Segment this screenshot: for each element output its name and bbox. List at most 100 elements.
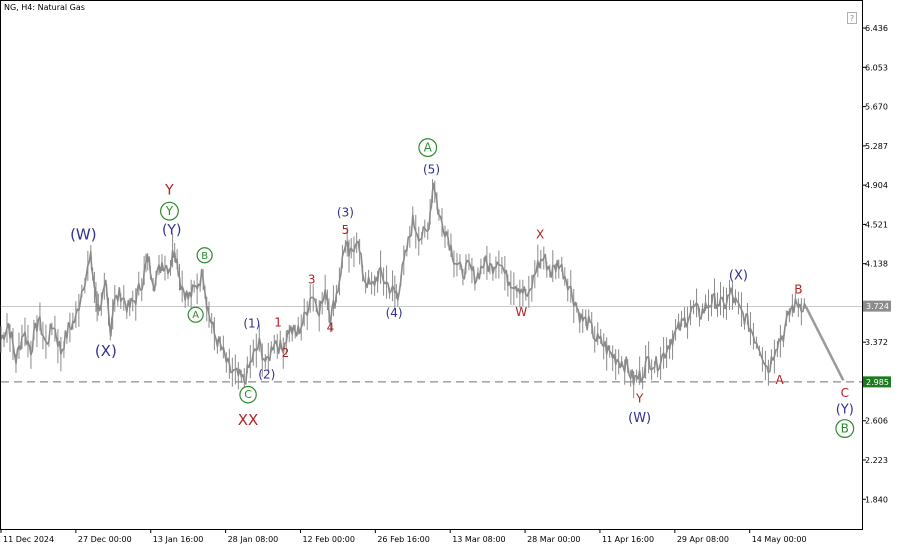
x-axis: 11 Dec 2024 27 Dec 00:00 13 Jan 16:00 28 Ja… — [0, 529, 807, 544]
price-markers: 3.724 2.985 — [863, 300, 891, 388]
wave-label: Y — [635, 391, 644, 405]
wave-circle — [196, 247, 213, 264]
wave-label-text: (Y) — [836, 403, 854, 418]
wave-label-text: W — [515, 305, 527, 319]
wave-label-text: Y — [164, 183, 174, 199]
projection-layer — [804, 305, 845, 381]
wave-label-text: (1) — [243, 316, 260, 330]
wave-label-text: Y — [165, 204, 174, 218]
y-axis: 6.436 6.053 5.670 5.287 4.904 4.521 4.138 3.372… — [862, 24, 888, 504]
y-tick-label: 2.223 — [865, 456, 888, 465]
wave-label-text: 2 — [282, 346, 290, 360]
wave-label: B — [835, 419, 855, 438]
wave-label-text: 3 — [308, 272, 316, 286]
wave-label: (X) — [95, 342, 117, 360]
x-tick-label: 14 May 00:00 — [752, 535, 807, 544]
wave-label: 4 — [327, 321, 335, 335]
wave-label: A — [776, 373, 785, 387]
wave-label: 1 — [274, 315, 282, 329]
x-tick-label: 27 Dec 00:00 — [78, 535, 132, 544]
wave-circle — [835, 419, 855, 438]
wave-label-text: (W) — [70, 225, 97, 243]
wave-circle — [418, 138, 438, 158]
wave-label: W — [515, 305, 527, 319]
current-price-marker-label: 3.724 — [866, 302, 889, 311]
wave-label: XX — [238, 411, 259, 429]
wave-circle — [239, 385, 257, 404]
wave-label-text: (2) — [258, 368, 275, 382]
y-tick-label: 5.670 — [865, 103, 888, 112]
wave-label-text: B — [794, 283, 802, 297]
wave-label-text: Y — [635, 391, 644, 405]
x-tick-label: 12 Feb 00:00 — [302, 535, 354, 544]
wave-label-text: (W) — [628, 411, 651, 426]
wave-label: (2) — [258, 368, 275, 382]
plot-frame — [0, 0, 863, 530]
wave-label-text: A — [192, 310, 199, 321]
wave-label-text: B — [841, 422, 849, 436]
wave-circle — [187, 306, 204, 323]
price-series — [0, 179, 807, 399]
wave-label-text: XX — [238, 411, 259, 429]
x-tick-label: 13 Mar 08:00 — [452, 535, 505, 544]
y-tick-label: 3.372 — [865, 338, 888, 347]
price-line — [0, 182, 807, 386]
wave-label-text: (3) — [337, 206, 354, 220]
wave-label: (W) — [628, 411, 651, 426]
y-tick-label: 1.840 — [865, 495, 888, 504]
wave-label: Y — [164, 183, 174, 199]
y-tick-label: 6.436 — [865, 24, 888, 33]
reference-lines — [1, 306, 862, 383]
wave-labels: (W)(X)YY(Y)BA(1) 12(2)CXX34(3)5(4)A(5)XWY… — [70, 138, 855, 438]
y-tick-label: 4.904 — [865, 181, 888, 190]
wave-label: 3 — [308, 272, 316, 286]
x-tick-label: 11 Dec 2024 — [3, 535, 54, 544]
wave-label-text: X — [536, 227, 544, 241]
wave-label: A — [187, 306, 204, 323]
wave-label-text: 5 — [342, 223, 350, 237]
wave-label-text: A — [424, 141, 433, 155]
help-icon-glyph: ? — [850, 14, 854, 23]
wave-label-text: (4) — [386, 306, 403, 320]
wave-label: (1) — [243, 316, 260, 330]
wave-label: (3) — [337, 206, 354, 220]
y-tick-label: 5.287 — [865, 142, 888, 151]
x-tick-label: 28 Jan 08:00 — [228, 535, 279, 544]
level-marker: 2.985 — [863, 376, 891, 388]
wave-label: C — [841, 386, 849, 400]
wave-circle — [160, 201, 179, 221]
projection-line — [804, 305, 845, 381]
wave-label-text: (5) — [423, 163, 440, 177]
chart-title: NG, H4: Natural Gas — [4, 3, 85, 12]
help-icon[interactable]: ? — [847, 12, 857, 24]
wave-label-text: (X) — [729, 268, 748, 283]
wave-label: Y — [160, 201, 179, 221]
wave-label-text: C — [841, 386, 849, 400]
y-tick-label: 6.053 — [865, 63, 888, 72]
wave-label-text: (Y) — [162, 223, 181, 239]
wave-label: B — [196, 247, 213, 264]
wave-label: (Y) — [836, 403, 854, 418]
x-tick-label: 28 Mar 00:00 — [527, 535, 580, 544]
wave-label: B — [794, 283, 802, 297]
y-tick-label: 2.606 — [865, 417, 888, 426]
wave-label-text: 4 — [327, 321, 335, 335]
wave-label: (X) — [729, 268, 748, 283]
wave-label-text: C — [244, 388, 252, 401]
x-tick-label: 29 Apr 08:00 — [677, 535, 729, 544]
y-tick-label: 4.138 — [865, 260, 888, 269]
wave-label: 2 — [282, 346, 290, 360]
wave-label-text: A — [776, 373, 785, 387]
current-price-marker: 3.724 — [863, 300, 891, 312]
wave-label: C — [239, 385, 257, 404]
wave-label: 5 — [342, 223, 350, 237]
wave-label-text: (X) — [95, 342, 117, 360]
wave-label-text: B — [201, 251, 208, 262]
y-tick-label: 4.521 — [865, 220, 888, 229]
wave-label: A — [418, 138, 438, 158]
wave-label: (W) — [70, 225, 97, 243]
wave-label: X — [536, 227, 544, 241]
wave-label: (5) — [423, 163, 440, 177]
wave-label: (Y) — [162, 223, 181, 239]
